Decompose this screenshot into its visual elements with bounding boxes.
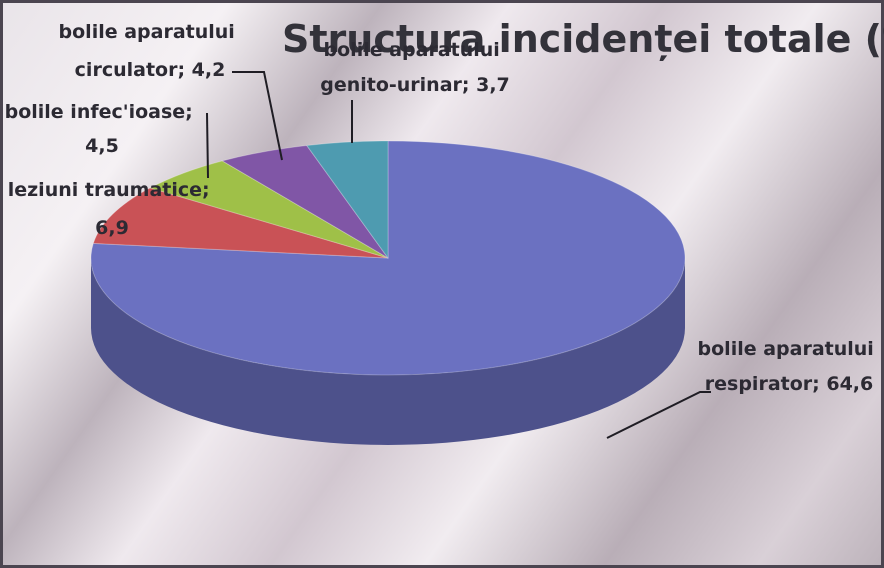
leader-line-respirator	[606, 391, 711, 439]
label-traumatice: leziuni traumatice; 6,9	[8, 179, 217, 239]
pie-side-0-0	[91, 258, 685, 445]
pie-slice-1	[92, 187, 389, 259]
leader-lines	[206, 71, 711, 439]
pie-slice-3	[221, 144, 389, 259]
pie-3d-sides	[91, 258, 685, 445]
label-infectioase: bolile infec'ioase; 4,5	[5, 101, 200, 157]
leader-line-circulator	[232, 71, 283, 161]
leader-line-infectioase	[206, 112, 209, 179]
label-respirator: bolile aparatului respirator; 64,6	[698, 338, 881, 395]
pie-slices	[90, 140, 686, 376]
label-genito: bolile aparatului genito-urinar; 3,7	[320, 39, 510, 96]
pie-slice-4	[305, 140, 389, 260]
chart-title: Structura incidenței totale (%)	[282, 17, 884, 61]
pie-slice-2	[148, 160, 389, 259]
pie-slice-0	[90, 140, 686, 376]
label-circulator: bolile aparatului circulator; 4,2	[59, 21, 242, 81]
